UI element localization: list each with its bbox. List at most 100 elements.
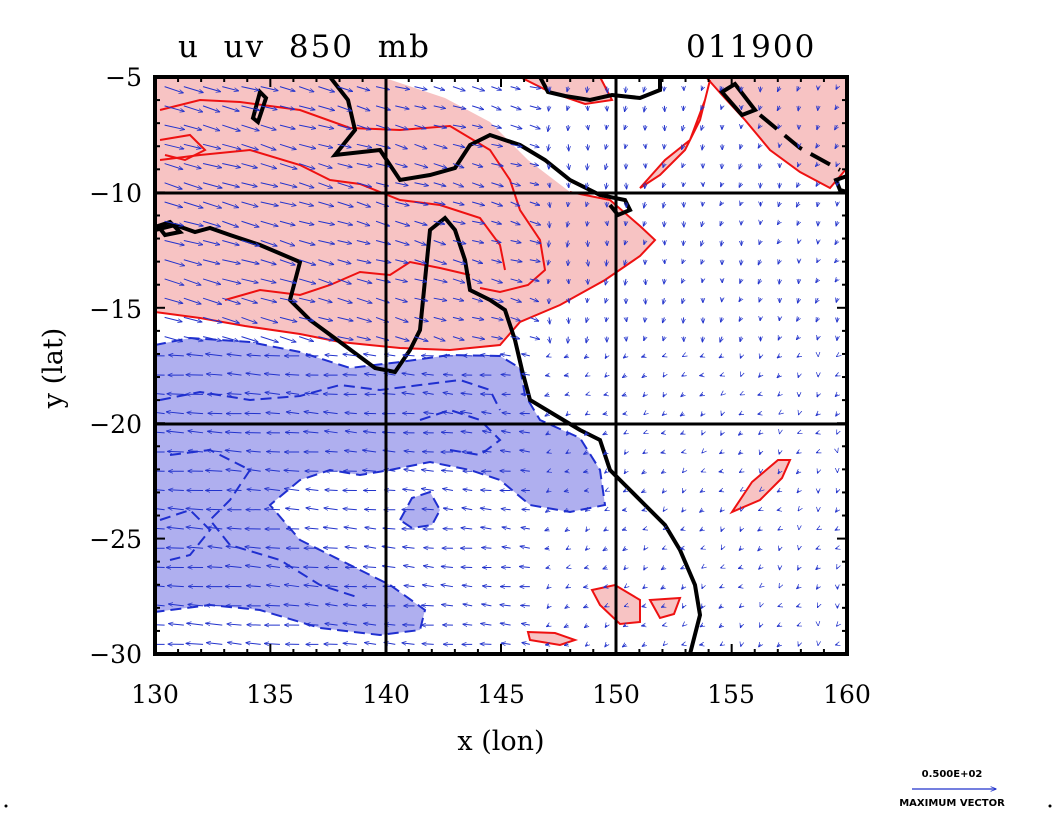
wind-vector (375, 259, 391, 263)
wind-vector (702, 144, 703, 150)
wind-vector (395, 316, 408, 322)
wind-vector (164, 239, 185, 245)
wind-vector (605, 375, 607, 377)
wind-vector (778, 202, 779, 207)
wind-vector (266, 605, 280, 606)
wind-vector (522, 374, 530, 375)
wind-vector (433, 182, 446, 186)
wind-vector (721, 183, 722, 187)
wind-vector (835, 144, 837, 148)
wind-vector (424, 548, 434, 549)
wind-vector (286, 508, 300, 510)
wind-vector (286, 412, 300, 414)
wind-vector (188, 451, 204, 452)
wind-vector (777, 510, 780, 511)
wind-vector (241, 201, 258, 207)
wind-vector (337, 182, 353, 188)
wind-vector (343, 375, 357, 376)
wind-vector (395, 278, 407, 282)
wind-vector (740, 529, 741, 531)
wind-vector (642, 625, 646, 626)
wind-vector (566, 452, 568, 453)
wind-vector (797, 587, 799, 589)
wind-vector (472, 163, 483, 167)
wind-vector (798, 164, 799, 167)
wind-vector (606, 259, 607, 266)
reference-vector-label: MAXIMUM VECTOR (899, 798, 1005, 809)
wind-vector (777, 105, 779, 111)
wind-vector (565, 606, 568, 608)
wind-vector (491, 337, 502, 339)
wind-vector (169, 624, 184, 626)
wind-vector (585, 548, 587, 550)
wind-vector (796, 337, 799, 340)
wind-vector (202, 143, 221, 148)
wind-vector (777, 221, 779, 224)
wind-vector (584, 471, 588, 472)
wind-vector (279, 278, 296, 283)
wind-vector (835, 394, 837, 396)
wind-vector (245, 547, 261, 548)
wind-vector (529, 164, 539, 166)
wind-vector (241, 240, 260, 245)
wind-vector (739, 452, 742, 454)
wind-vector (164, 105, 185, 112)
wind-vector (206, 374, 223, 375)
wind-vector (588, 125, 589, 130)
wind-vector (546, 644, 550, 645)
wind-vector (414, 124, 426, 129)
wind-vector (645, 144, 646, 148)
negative-shaded-region (155, 336, 607, 637)
wind-vector (721, 414, 722, 416)
wind-vector (740, 144, 741, 149)
wind-vector (702, 279, 703, 283)
wind-vector (356, 297, 372, 303)
wind-vector (266, 413, 280, 414)
wind-vector (837, 433, 838, 434)
wind-vector (183, 163, 201, 169)
wind-vector (260, 220, 278, 226)
wind-vector (483, 586, 492, 587)
wind-vector (721, 548, 722, 549)
wind-vector (207, 643, 223, 645)
wind-vector (816, 414, 818, 416)
wind-vector (183, 182, 202, 189)
wind-vector (325, 451, 338, 452)
wind-vector (500, 354, 511, 356)
wind-vector (779, 278, 780, 284)
wind-vector (260, 201, 278, 206)
wind-vector (266, 548, 280, 549)
wind-vector (625, 278, 626, 285)
wind-vector (318, 201, 333, 206)
wind-vector (545, 529, 549, 531)
wind-vector (584, 356, 587, 358)
wind-vector (472, 297, 483, 301)
wind-vector (510, 87, 520, 90)
wind-vector (644, 105, 645, 112)
coastline-top-right (538, 77, 662, 103)
wind-vector (337, 316, 353, 321)
wind-vector (363, 605, 377, 606)
wind-vector (521, 527, 530, 529)
wind-vector (739, 414, 741, 415)
wind-vector (260, 278, 276, 283)
wind-vector (304, 585, 319, 587)
wind-vector (624, 567, 626, 569)
wind-vector (299, 182, 314, 188)
wind-vector (491, 164, 503, 167)
wind-vector (318, 105, 334, 111)
wind-vector (662, 356, 664, 357)
wind-vector (433, 202, 445, 204)
wind-vector (183, 124, 202, 130)
wind-vector (566, 414, 568, 416)
positive-contour-inner-4 (159, 133, 207, 162)
wind-vector (265, 489, 281, 491)
wind-vector (797, 471, 799, 473)
wind-vector (164, 182, 182, 189)
wind-vector (299, 259, 315, 265)
wind-vector (798, 298, 799, 303)
wind-vector (375, 278, 390, 282)
wind-vector (546, 567, 549, 568)
wind-vector (740, 279, 741, 283)
wind-vector (721, 394, 722, 395)
